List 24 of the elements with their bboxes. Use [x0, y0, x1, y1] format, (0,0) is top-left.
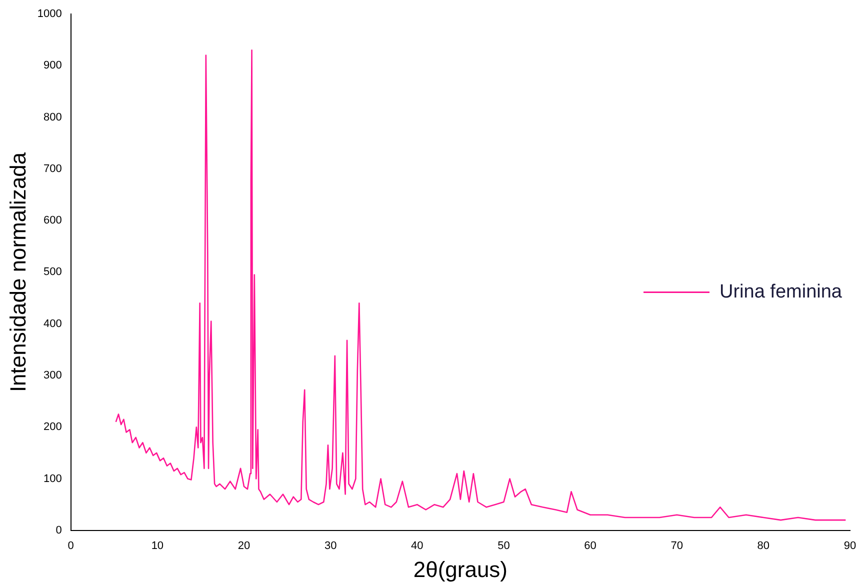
y-tick-label: 600: [44, 214, 62, 227]
y-tick-label: 1000: [37, 8, 62, 20]
y-tick-label: 400: [44, 318, 62, 330]
y-tick-label: 0: [56, 524, 62, 536]
x-tick-label: 60: [584, 540, 596, 552]
x-tick-label: 80: [757, 540, 770, 552]
x-tick-label: 20: [238, 540, 250, 552]
legend-label: Urina feminina: [720, 281, 842, 302]
y-axis-title: Intensidade normalizada: [5, 152, 30, 392]
y-tick-label: 700: [44, 162, 62, 175]
x-tick-label: 90: [844, 540, 856, 552]
x-tick-label: 40: [411, 540, 424, 552]
x-tick-label: 10: [151, 540, 164, 552]
x-axis-title: 2θ(graus): [413, 556, 508, 582]
x-tick-label: 0: [68, 540, 74, 552]
x-tick-label: 50: [498, 540, 510, 552]
x-tick-label: 70: [670, 540, 683, 552]
y-tick-label: 900: [44, 60, 62, 72]
y-tick-label: 100: [44, 472, 62, 485]
y-tick-label: 500: [44, 266, 62, 278]
y-tick-label: 800: [44, 111, 62, 124]
y-tick-label: 200: [44, 421, 62, 434]
y-tick-label: 300: [44, 370, 62, 382]
x-tick-label: 30: [324, 540, 337, 552]
